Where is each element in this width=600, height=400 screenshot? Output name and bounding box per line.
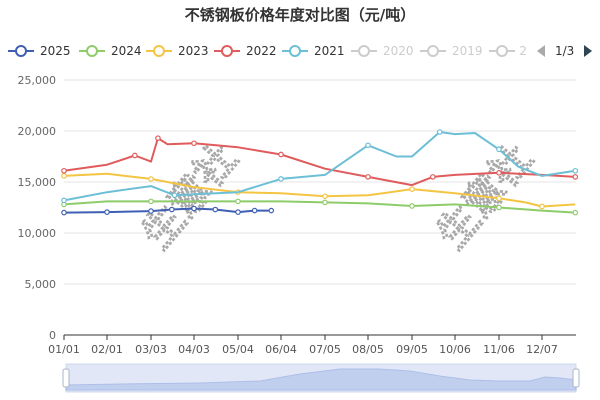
legend-item-truncated[interactable]: 2 (489, 40, 527, 62)
series-point-2025 (61, 209, 67, 216)
x-tick-label: 09/05 (396, 343, 428, 356)
legend-circle-icon (420, 44, 446, 58)
series-line-2023 (63, 172, 576, 208)
zoom-handle-right (572, 368, 580, 388)
x-tick-label: 01/01 (48, 343, 80, 356)
series-point-2023 (148, 176, 154, 182)
legend-item-2019[interactable]: 2019 (420, 40, 483, 62)
series-point-2023 (61, 173, 67, 179)
series-point-2022 (155, 135, 161, 141)
series-point-2025 (104, 209, 110, 215)
triangle-right-icon[interactable] (584, 45, 593, 57)
series-point-2025 (169, 206, 175, 213)
series-point-2024 (148, 198, 154, 205)
series-point-2025 (212, 206, 219, 213)
legend-label: 2024 (111, 44, 142, 58)
x-tick-label: 12/07 (526, 343, 558, 356)
series-point-2024 (572, 209, 579, 216)
x-tick-label: 07/05 (309, 343, 341, 356)
series-point-2022 (61, 167, 67, 174)
series-point-2024 (322, 199, 328, 206)
series-point-2021 (572, 167, 579, 174)
series-point-2025 (268, 207, 275, 214)
y-tick-label: 25,000 (18, 74, 57, 87)
y-tick-label: 10,000 (18, 227, 57, 240)
legend-label: 2020 (383, 44, 414, 58)
series-point-2025 (235, 209, 241, 215)
legend-circle-icon (146, 44, 172, 58)
x-tick-label: 11/06 (483, 343, 515, 356)
legend-pager: 1/3 (537, 40, 593, 62)
series-point-2021 (278, 176, 284, 182)
legend-circle-icon (282, 44, 308, 58)
legend-item-2024[interactable]: 2024 (79, 40, 142, 62)
series-point-2022 (572, 174, 579, 180)
triangle-left-icon[interactable] (537, 45, 545, 57)
y-tick-label: 20,000 (18, 125, 57, 138)
y-tick-label: 15,000 (18, 176, 57, 189)
series-point-2025 (191, 205, 197, 212)
zoom-handle-left (62, 368, 70, 388)
legend-item-2022[interactable]: 2022 (214, 40, 277, 62)
series-point-2022 (496, 170, 502, 176)
x-tick-label: 08/05 (352, 343, 384, 356)
x-axis: 01/01 02/01 03/03 04/03 05/04 06/04 07/05 08/05… (48, 335, 558, 356)
zoom-preview-area (65, 368, 577, 391)
series-point-2021 (61, 197, 67, 204)
legend-item-2023[interactable]: 2023 (146, 40, 209, 62)
series-point-2025 (148, 208, 154, 214)
series-point-2021 (496, 146, 502, 153)
watermark-text: 生意社 (134, 136, 246, 257)
series-point-2021 (436, 129, 443, 135)
series-point-2024 (235, 198, 241, 205)
legend-label: 2019 (452, 44, 483, 58)
chart-title: 不锈钢板价格年度对比图（元/吨） (184, 6, 416, 24)
series-point-2022 (132, 152, 138, 159)
series-point-2025 (251, 207, 258, 214)
legend-label: 2022 (246, 44, 277, 58)
x-tick-label: 03/03 (135, 343, 167, 356)
data-zoom-slider[interactable] (62, 363, 580, 393)
series-point-2023 (496, 195, 502, 202)
legend-item-2021[interactable]: 2021 (282, 40, 345, 62)
series-point-2023 (322, 193, 328, 200)
series-lines (61, 129, 579, 216)
zoom-selection (66, 364, 576, 392)
legend-circle-icon (351, 44, 377, 58)
legend-item-2020[interactable]: 2020 (351, 40, 414, 62)
series-point-2023 (409, 186, 415, 192)
legend-label: 2023 (178, 44, 209, 58)
pager-text: 1/3 (555, 44, 575, 58)
series-point-2024 (496, 204, 502, 211)
grid-lines (64, 79, 576, 336)
legend-circle-icon (8, 44, 34, 58)
series-point-2022 (365, 174, 371, 180)
series-point-2022 (430, 174, 436, 180)
x-tick-label: 10/06 (439, 343, 471, 356)
y-tick-label: 5,000 (25, 278, 57, 291)
legend-label: 2 (519, 44, 527, 58)
legend-circle-icon (79, 44, 105, 58)
legend: 2025 2024 2023 2022 2021 (0, 40, 600, 62)
series-point-2023 (539, 203, 545, 210)
series-point-2024 (409, 203, 415, 209)
legend-circle-icon (214, 44, 240, 58)
y-tick-label: 0 (49, 329, 56, 342)
legend-circle-icon (489, 44, 515, 58)
legend-label: 2021 (314, 44, 345, 58)
series-point-2021 (365, 142, 371, 149)
series-point-2022 (278, 151, 284, 158)
legend-item-2025[interactable]: 2025 (8, 40, 71, 62)
legend-label: 2025 (40, 44, 71, 58)
x-tick-label: 02/01 (91, 343, 123, 356)
series-point-2021 (171, 192, 178, 199)
x-tick-label: 06/04 (265, 343, 297, 356)
series-point-2022 (191, 140, 197, 147)
x-tick-label: 05/04 (222, 343, 254, 356)
x-tick-label: 04/03 (178, 343, 210, 356)
y-axis-ticks: 0 5,000 10,000 15,000 20,000 25,000 (18, 74, 57, 342)
